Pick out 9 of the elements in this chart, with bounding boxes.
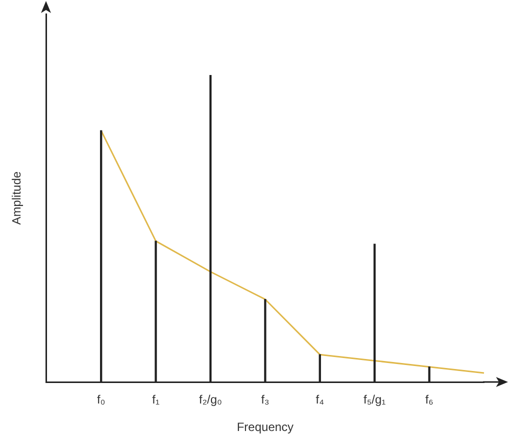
x-tick-label: f₀ — [96, 392, 106, 407]
x-tick-label: f₃ — [261, 392, 270, 407]
y-axis-title: Amplitude — [10, 171, 24, 225]
x-tick-label: f₅/g₁ — [363, 392, 386, 407]
x-tick-label: f₆ — [425, 392, 434, 407]
x-tick-label: f₄ — [316, 392, 324, 407]
x-tick-label: f₂/g₀ — [199, 392, 222, 407]
x-tick-label: f₁ — [152, 392, 160, 407]
x-axis-title: Frequency — [236, 420, 294, 434]
